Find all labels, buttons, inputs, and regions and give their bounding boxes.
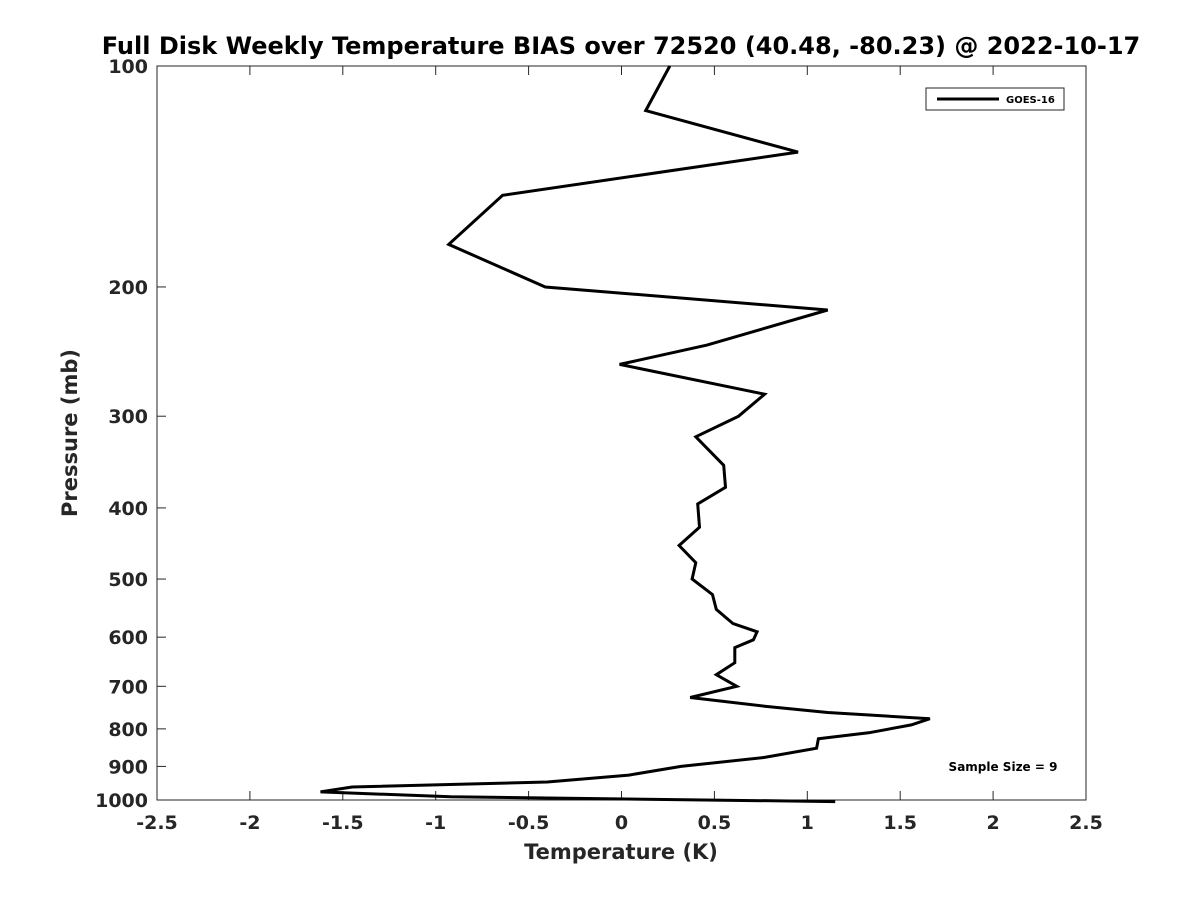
y-tick-label: 900 [108,756,148,778]
y-tick-label: 600 [108,627,148,649]
y-tick-label: 400 [108,498,148,520]
y-tick-label: 800 [108,719,148,741]
y-tick-label: 500 [108,569,148,591]
x-tick-label: -2.5 [136,812,178,834]
y-tick-label: 1000 [95,790,148,812]
y-tick-label: 700 [108,676,148,698]
chart-title: Full Disk Weekly Temperature BIAS over 7… [102,32,1141,60]
y-tick-label: 300 [108,406,148,428]
legend: GOES-16 [925,87,1065,111]
x-tick-label: 1 [801,812,814,834]
x-axis-label: Temperature (K) [524,840,718,864]
sample-size-annotation: Sample Size = 9 [949,760,1058,774]
x-tick-label: 2.5 [1069,812,1103,834]
x-tick-label: 2 [986,812,999,834]
series-line-goes-16 [320,65,931,804]
x-tick-label: 0.5 [698,812,732,834]
series-layer [320,65,931,804]
x-tick-label: -1 [425,812,446,834]
y-axis-label: Pressure (mb) [58,349,82,517]
y-ticks: 100 200 300 400 500 600 700 800 900 1000 [95,56,166,812]
legend-entry-goes-16: GOES-16 [1006,95,1055,106]
y-tick-label: 200 [108,277,148,299]
x-tick-label: 1.5 [883,812,917,834]
x-tick-label: -2 [239,812,260,834]
x-tick-label: 0 [615,812,628,834]
x-tick-label: -0.5 [508,812,550,834]
x-ticks: -2.5 -2 -1.5 -1 -0.5 0 0.5 1 1.5 2 2.5 [136,66,1103,834]
x-tick-label: -1.5 [322,812,364,834]
y-tick-label: 100 [108,56,148,78]
